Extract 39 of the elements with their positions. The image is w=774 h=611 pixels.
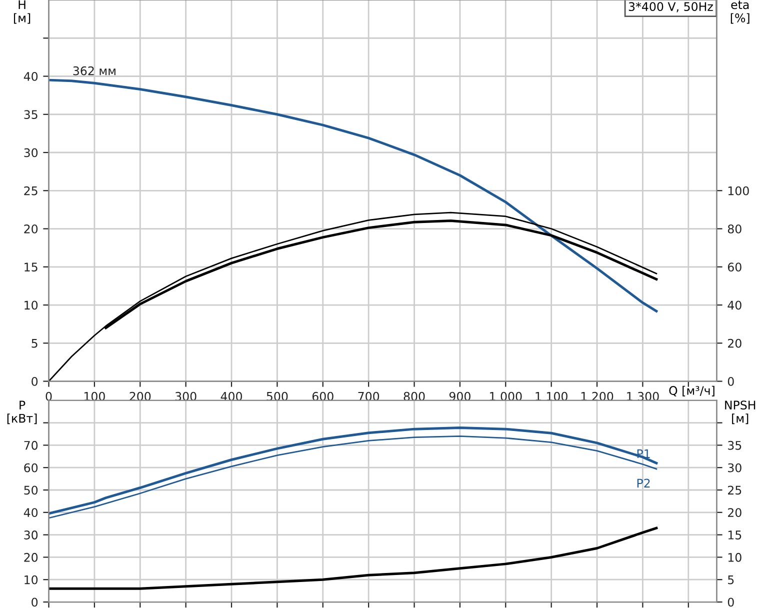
- y-tick-label: 10: [24, 575, 38, 584]
- y2-axis-title: eta [%]: [730, 0, 750, 24]
- y2-tick-label: 40: [728, 300, 742, 310]
- y-tick-label: 25: [24, 186, 38, 196]
- y-tick-label: 30: [24, 148, 38, 158]
- series-label: P2: [637, 478, 650, 488]
- y-tick-label: 70: [24, 440, 38, 450]
- y-tick-label: 60: [24, 463, 38, 472]
- y-tick-label: 30: [24, 530, 38, 540]
- y2-tick-label: 25: [728, 486, 742, 495]
- y-tick-label: 10: [24, 300, 38, 310]
- y2-tick-label: 60: [728, 262, 742, 272]
- annotation: 362 мм: [73, 66, 116, 76]
- y-tick-label: 15: [24, 262, 38, 272]
- y-axis-title: P [кВт]: [7, 400, 37, 424]
- y2-tick-label: 15: [728, 530, 742, 540]
- y-tick-label: 35: [24, 110, 38, 120]
- y2-tick-label: 10: [728, 552, 742, 562]
- y2-axis-title: NPSH [м]: [725, 400, 756, 424]
- y-tick-label: 5: [32, 339, 38, 348]
- y-tick-label: 20: [24, 552, 38, 562]
- y-tick-label: 20: [24, 224, 38, 234]
- y2-tick-label: 5: [728, 575, 734, 584]
- y2-tick-label: 20: [728, 338, 742, 348]
- y2-tick-label: 0: [728, 376, 734, 386]
- x-axis-title: Q [м³/ч]: [669, 386, 714, 396]
- y2-tick-label: 80: [728, 224, 742, 234]
- y2-tick-label: 20: [728, 508, 742, 518]
- y-tick-label: 50: [24, 486, 38, 495]
- y2-tick-label: 0: [728, 598, 734, 607]
- y2-tick-label: 100: [728, 186, 749, 196]
- y2-tick-label: 35: [728, 440, 742, 450]
- y-tick-label: 0: [32, 376, 38, 386]
- y-tick-label: 40: [24, 508, 38, 518]
- y-tick-label: 40: [24, 72, 38, 81]
- y-axis-title: H [м]: [14, 0, 30, 24]
- y2-tick-label: 30: [728, 463, 742, 472]
- chart-title: 3*400 V, 50Hz: [628, 2, 713, 12]
- y-tick-label: 0: [32, 598, 38, 607]
